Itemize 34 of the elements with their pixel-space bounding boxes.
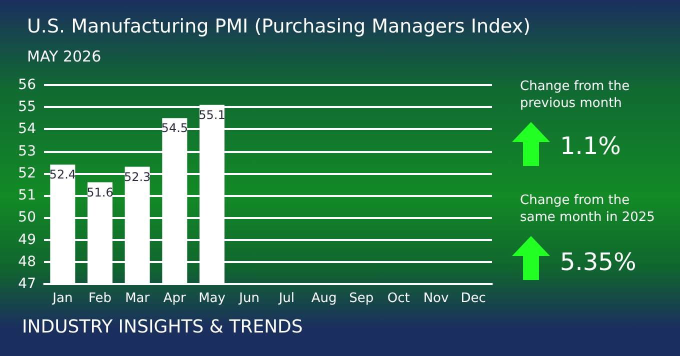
- data-label: 52.3: [124, 170, 151, 184]
- data-label: 54.5: [161, 121, 188, 136]
- chart-subtitle: MAY 2026: [27, 48, 102, 66]
- x-tick-label: Sep: [349, 291, 374, 306]
- x-tick-label: Apr: [163, 291, 187, 306]
- x-tick-label: Jun: [238, 291, 260, 306]
- x-tick-label: Jul: [278, 291, 295, 306]
- text: Change from the same month in 2025: [520, 193, 655, 225]
- text: INDUSTRY INSIGHTS & TRENDS: [22, 316, 303, 338]
- y-tick-label: 49: [18, 232, 36, 248]
- data-label: 51.6: [86, 185, 114, 200]
- data-label: 52.4: [49, 168, 76, 182]
- y-tick-label: 53: [18, 143, 36, 160]
- x-tick-label: Oct: [387, 291, 410, 306]
- y-tick-label: 50: [18, 210, 36, 226]
- y-tick-label: 54: [18, 121, 36, 138]
- y-tick-label: 48: [18, 254, 36, 270]
- x-tick-label: Aug: [311, 291, 337, 306]
- y-tick-label: 56: [18, 77, 36, 93]
- y-tick-label: 55: [18, 99, 36, 116]
- y-tick-label: 51: [18, 188, 36, 204]
- y-tick-label: 47: [18, 276, 36, 292]
- text: 1.1%: [560, 132, 621, 160]
- data-label: 55.1: [198, 108, 226, 122]
- x-tick-label: Mar: [125, 291, 150, 306]
- x-tick-label: Feb: [88, 291, 112, 306]
- text: 5.35%: [560, 248, 636, 276]
- text: Change from the previous month: [520, 79, 630, 111]
- x-tick-label: May: [198, 291, 226, 306]
- x-tick-label: Nov: [423, 291, 449, 306]
- x-tick-label: Jan: [52, 291, 73, 306]
- y-tick-label: 52: [18, 165, 36, 182]
- chart-title: U.S. Manufacturing PMI (Purchasing Managers Index): [27, 16, 531, 38]
- x-tick-label: Dec: [460, 291, 486, 306]
